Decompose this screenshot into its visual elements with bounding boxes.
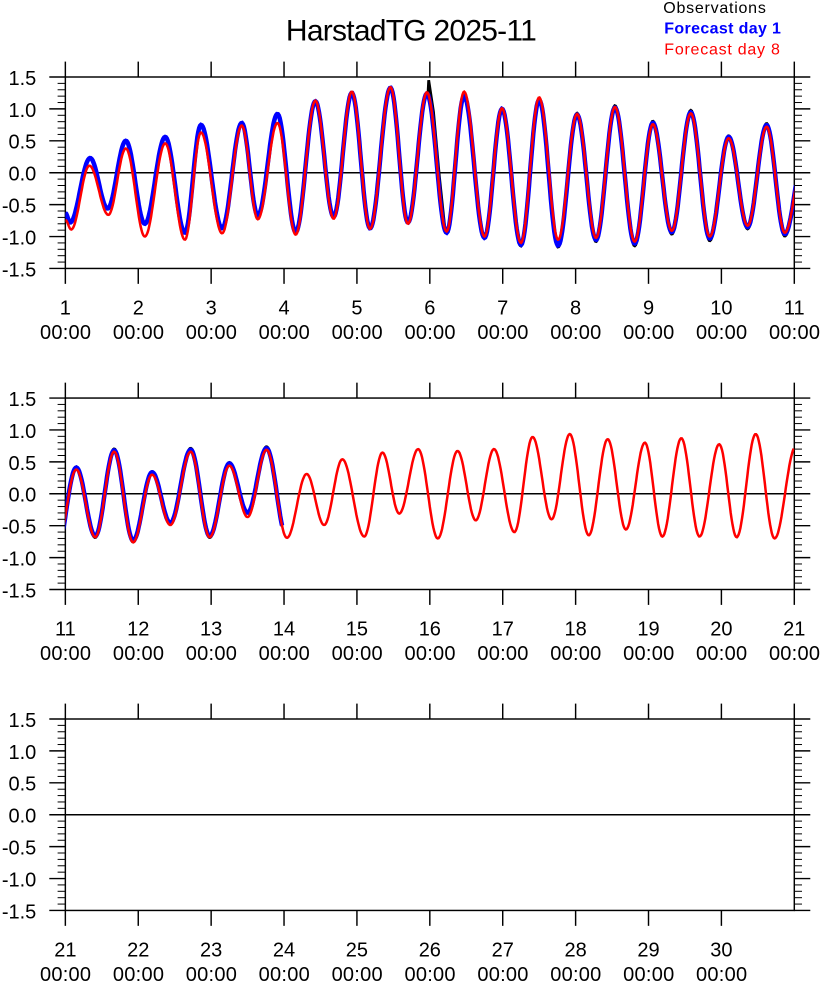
svg-text:00:00: 00:00 xyxy=(332,643,383,665)
svg-text:17: 17 xyxy=(492,618,514,640)
svg-text:0.5: 0.5 xyxy=(8,774,36,796)
svg-text:0.0: 0.0 xyxy=(8,164,36,186)
svg-text:00:00: 00:00 xyxy=(769,322,820,344)
svg-text:00:00: 00:00 xyxy=(550,964,601,981)
svg-text:00:00: 00:00 xyxy=(404,322,455,344)
svg-text:00:00: 00:00 xyxy=(113,643,164,665)
svg-text:-1.5: -1.5 xyxy=(2,580,36,602)
svg-text:29: 29 xyxy=(637,939,659,961)
svg-text:2: 2 xyxy=(133,297,144,319)
svg-text:8: 8 xyxy=(570,297,581,319)
svg-text:-0.5: -0.5 xyxy=(2,196,36,218)
svg-text:-1.5: -1.5 xyxy=(2,901,36,923)
svg-text:00:00: 00:00 xyxy=(696,643,747,665)
svg-text:0.5: 0.5 xyxy=(8,453,36,475)
svg-text:00:00: 00:00 xyxy=(477,964,528,981)
svg-text:00:00: 00:00 xyxy=(550,643,601,665)
svg-text:3: 3 xyxy=(206,297,217,319)
svg-text:00:00: 00:00 xyxy=(769,643,820,665)
svg-text:00:00: 00:00 xyxy=(696,322,747,344)
svg-text:-0.5: -0.5 xyxy=(2,838,36,860)
svg-text:00:00: 00:00 xyxy=(259,643,310,665)
svg-text:11: 11 xyxy=(784,297,805,319)
svg-text:0.5: 0.5 xyxy=(8,132,36,154)
svg-text:Forecast day 8: Forecast day 8 xyxy=(664,42,780,59)
svg-text:21: 21 xyxy=(54,939,76,961)
svg-text:00:00: 00:00 xyxy=(404,964,455,981)
svg-text:11: 11 xyxy=(55,618,76,640)
svg-text:30: 30 xyxy=(710,939,732,961)
svg-text:00:00: 00:00 xyxy=(623,322,674,344)
svg-text:1.0: 1.0 xyxy=(8,421,36,443)
svg-text:22: 22 xyxy=(127,939,149,961)
svg-text:00:00: 00:00 xyxy=(332,322,383,344)
svg-text:00:00: 00:00 xyxy=(186,643,237,665)
svg-text:-1.5: -1.5 xyxy=(2,259,36,281)
svg-text:00:00: 00:00 xyxy=(477,322,528,344)
svg-text:20: 20 xyxy=(710,618,732,640)
svg-text:00:00: 00:00 xyxy=(40,322,91,344)
svg-text:25: 25 xyxy=(346,939,368,961)
svg-text:00:00: 00:00 xyxy=(40,643,91,665)
svg-text:00:00: 00:00 xyxy=(550,322,601,344)
svg-text:00:00: 00:00 xyxy=(404,643,455,665)
svg-text:00:00: 00:00 xyxy=(623,643,674,665)
svg-text:Forecast day 1: Forecast day 1 xyxy=(664,20,781,37)
svg-text:4: 4 xyxy=(278,297,289,319)
svg-text:0.0: 0.0 xyxy=(8,485,36,507)
svg-text:00:00: 00:00 xyxy=(332,964,383,981)
svg-text:00:00: 00:00 xyxy=(113,964,164,981)
svg-text:00:00: 00:00 xyxy=(113,322,164,344)
svg-text:5: 5 xyxy=(351,297,362,319)
svg-text:00:00: 00:00 xyxy=(259,964,310,981)
svg-text:24: 24 xyxy=(273,939,295,961)
svg-text:14: 14 xyxy=(273,618,295,640)
svg-text:00:00: 00:00 xyxy=(186,322,237,344)
svg-text:0.0: 0.0 xyxy=(8,806,36,828)
svg-text:1.0: 1.0 xyxy=(8,742,36,764)
svg-text:9: 9 xyxy=(643,297,654,319)
svg-text:15: 15 xyxy=(346,618,368,640)
svg-text:00:00: 00:00 xyxy=(477,643,528,665)
svg-text:00:00: 00:00 xyxy=(259,322,310,344)
svg-text:00:00: 00:00 xyxy=(40,964,91,981)
svg-text:1: 1 xyxy=(60,297,71,319)
svg-text:00:00: 00:00 xyxy=(623,964,674,981)
svg-text:21: 21 xyxy=(783,618,805,640)
svg-text:Observations: Observations xyxy=(663,0,766,17)
svg-text:1.5: 1.5 xyxy=(8,68,36,90)
svg-text:-1.0: -1.0 xyxy=(2,548,36,570)
svg-text:12: 12 xyxy=(127,618,149,640)
svg-text:1.0: 1.0 xyxy=(8,100,36,122)
svg-text:6: 6 xyxy=(424,297,435,319)
svg-text:00:00: 00:00 xyxy=(696,964,747,981)
svg-text:00:00: 00:00 xyxy=(186,964,237,981)
svg-text:-0.5: -0.5 xyxy=(2,517,36,539)
svg-text:-1.0: -1.0 xyxy=(2,227,36,249)
svg-text:13: 13 xyxy=(200,618,222,640)
svg-text:10: 10 xyxy=(710,297,732,319)
svg-text:27: 27 xyxy=(492,939,514,961)
svg-text:7: 7 xyxy=(497,297,508,319)
svg-text:1.5: 1.5 xyxy=(8,710,36,732)
svg-text:1.5: 1.5 xyxy=(8,389,36,411)
svg-text:-1.0: -1.0 xyxy=(2,869,36,891)
svg-text:28: 28 xyxy=(564,939,586,961)
svg-text:23: 23 xyxy=(200,939,222,961)
svg-text:HarstadTG 2025-11: HarstadTG 2025-11 xyxy=(286,15,536,48)
svg-text:18: 18 xyxy=(564,618,586,640)
svg-text:26: 26 xyxy=(419,939,441,961)
svg-text:19: 19 xyxy=(637,618,659,640)
svg-text:16: 16 xyxy=(419,618,441,640)
